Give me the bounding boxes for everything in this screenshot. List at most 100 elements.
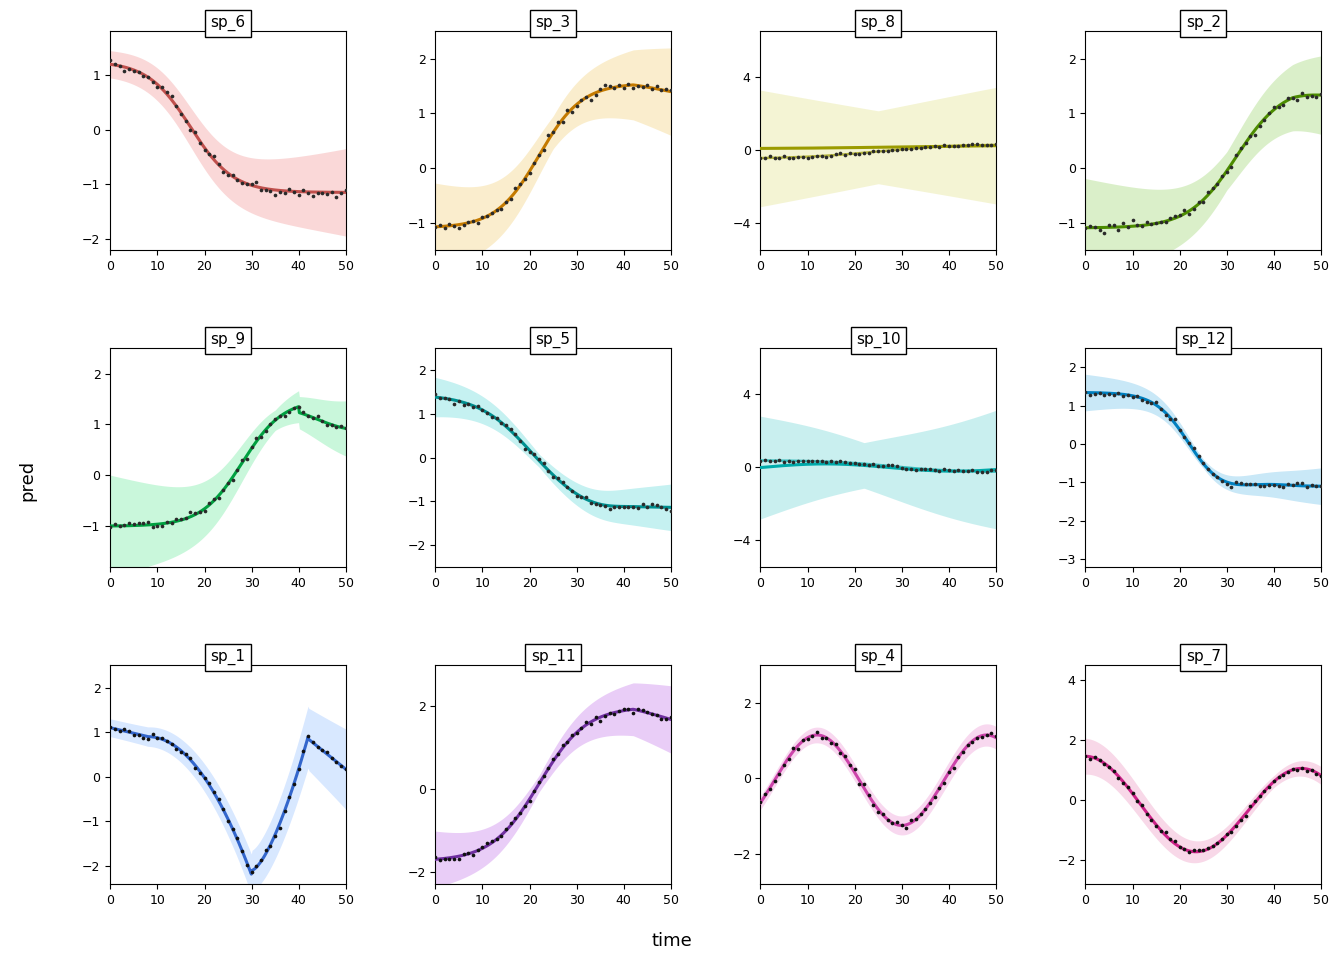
Point [1235,135,1257,151]
Point [472,402,493,418]
Point [1267,478,1289,493]
Point [1296,479,1317,494]
Point [203,784,224,800]
Point [1310,86,1332,102]
Point [886,142,907,157]
Point [1282,761,1304,777]
Point [609,704,630,719]
Point [754,151,775,166]
Point [571,92,593,108]
Point [325,189,347,204]
Point [810,453,832,468]
Point [829,745,851,760]
Point [1211,473,1232,489]
Point [952,745,973,760]
Point [241,176,262,191]
Point [910,806,931,822]
Point [515,441,536,456]
Point [1216,164,1238,180]
Point [137,69,159,84]
Point [1220,824,1242,839]
Point [509,433,531,448]
Point [905,462,926,477]
Point [142,519,164,535]
Point [750,453,771,468]
Point [505,426,527,442]
Point [1230,475,1251,491]
Point [255,423,277,439]
Text: sp_4: sp_4 [860,649,895,665]
Point [782,741,804,756]
Point [1230,140,1251,156]
Point [438,852,460,867]
Point [184,124,206,139]
Point [302,411,324,426]
Point [575,490,597,505]
Point [923,463,945,478]
Point [538,128,559,143]
Point [109,58,130,73]
Point [124,728,145,743]
Point [566,489,587,504]
Point [180,505,202,520]
Point [575,714,597,730]
Point [976,464,997,479]
Point [99,719,121,734]
Point [1235,476,1257,492]
Point [933,461,954,476]
Point [448,221,469,236]
Point [1179,436,1200,451]
Point [1220,159,1242,175]
Point [274,803,296,818]
Point [1258,478,1279,493]
Point [194,143,215,158]
Point [853,456,875,471]
Text: sp_3: sp_3 [535,15,571,32]
Point [552,737,574,753]
Point [778,151,800,166]
Point [1164,833,1185,849]
Point [297,729,319,744]
Point [1075,385,1097,400]
Point [199,495,220,511]
Point [316,745,337,760]
Point [481,410,503,425]
Point [222,822,243,837]
Point [476,208,497,224]
Point [938,463,960,478]
Point [156,84,177,100]
Point [1239,799,1261,814]
Point [962,463,984,478]
Point [335,420,356,435]
Point [208,156,230,172]
Point [609,77,630,92]
Point [434,221,456,236]
Point [835,454,856,469]
Point [1103,763,1125,779]
Point [895,461,917,476]
Point [180,750,202,765]
Point [1207,469,1228,485]
Point [876,812,898,828]
Point [133,68,155,84]
Point [810,730,832,745]
Text: sp_10: sp_10 [856,332,900,348]
Point [1113,216,1134,231]
Point [274,409,296,424]
Point [656,502,677,517]
Point [142,74,164,89]
Point [585,87,606,103]
Point [316,186,337,202]
Point [1254,478,1275,493]
Point [1202,467,1223,482]
Point [637,500,659,516]
Point [190,765,211,780]
Point [585,496,606,512]
Point [212,802,234,817]
Point [274,185,296,201]
Point [763,774,785,789]
Point [1286,92,1308,108]
Point [481,204,503,220]
Point [259,183,281,199]
Point [495,194,516,209]
